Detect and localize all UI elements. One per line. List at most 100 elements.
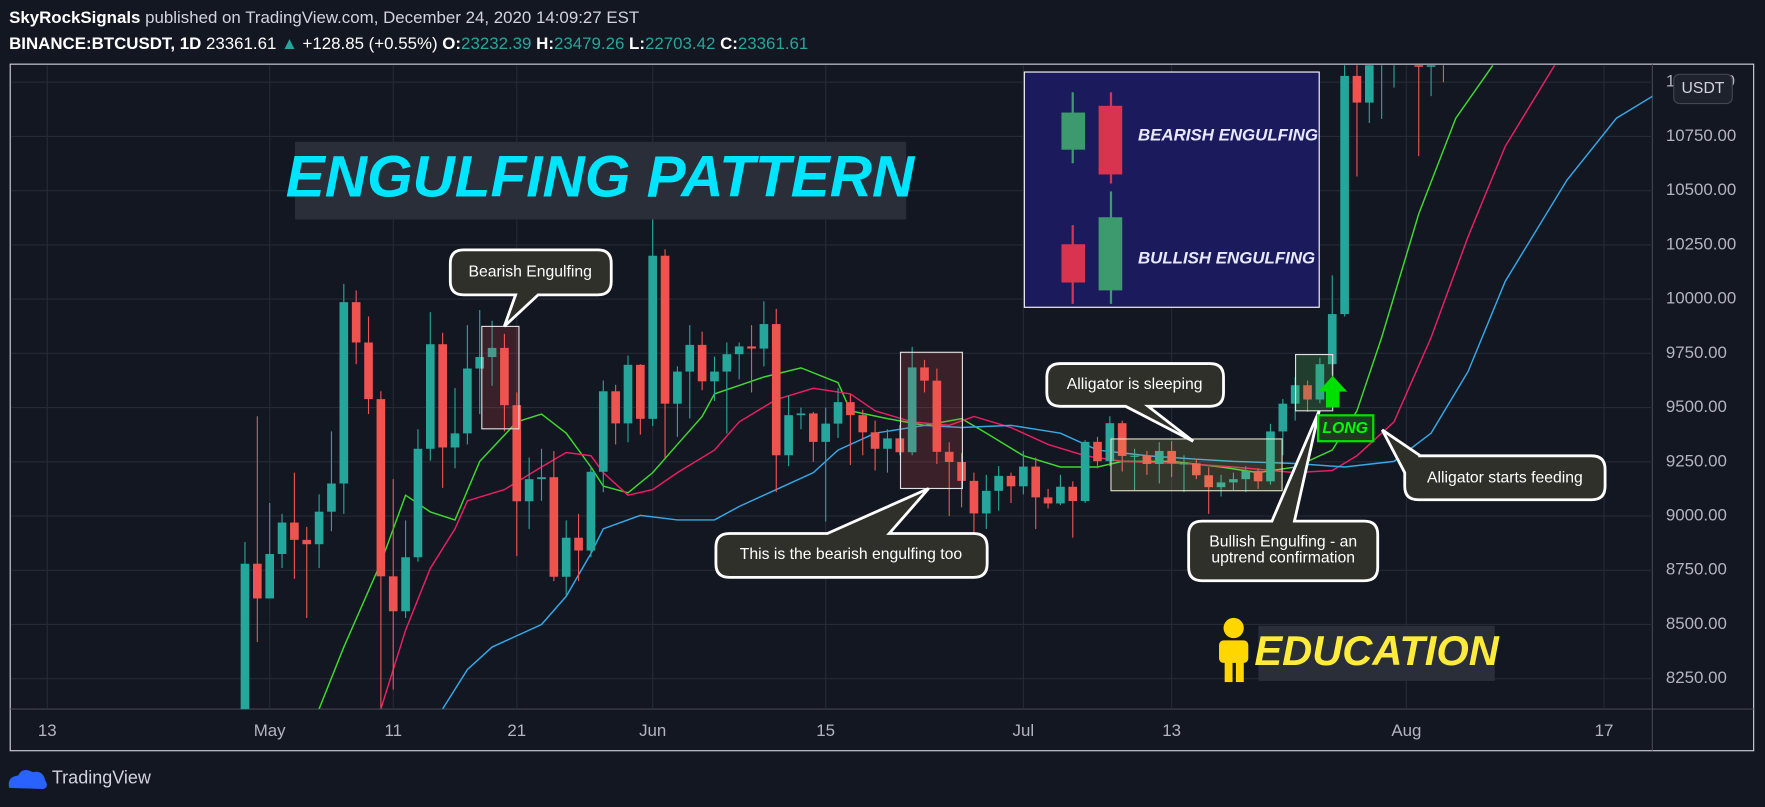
change-arrow: ▲	[281, 34, 298, 53]
x-tick-label: 17	[1595, 721, 1614, 740]
y-tick-label: 8250.00	[1666, 668, 1727, 687]
callout-box	[1045, 362, 1225, 443]
icon-head	[1223, 617, 1244, 639]
callout-box	[1380, 428, 1607, 502]
high-label: H:	[536, 34, 554, 53]
candle-body	[1154, 450, 1164, 464]
icon-body	[1219, 640, 1249, 663]
candle-body	[846, 402, 855, 416]
y-tick-label: 8750.00	[1666, 560, 1727, 579]
open-label: O:	[442, 34, 461, 53]
candle-body	[1303, 385, 1312, 400]
candle-body	[302, 539, 312, 545]
y-tick-label: 9500.00	[1666, 397, 1727, 416]
candle-body	[314, 511, 324, 545]
title-box	[294, 141, 907, 220]
callout: Bearish Engulfing	[448, 248, 613, 328]
candle-body	[722, 354, 732, 372]
y-tick-label: 9250.00	[1666, 451, 1727, 470]
y-tick-label: 9750.00	[1666, 343, 1727, 362]
candle-body	[1093, 441, 1102, 462]
candle-body	[944, 451, 954, 463]
candle-body	[1241, 470, 1251, 480]
callout-box	[714, 487, 989, 579]
x-tick-label: 21	[507, 721, 526, 740]
callout-text: This is the bearish engulfing too	[740, 546, 963, 563]
y-tick-label: 10750.00	[1666, 126, 1736, 145]
candle-body	[524, 479, 534, 502]
candle-body	[561, 537, 571, 577]
candle-body	[907, 367, 917, 453]
candle-body	[994, 475, 1003, 491]
callout-text: Bullish Engulfing - an uptrend confirmati…	[1209, 534, 1357, 567]
candle-body	[1315, 364, 1325, 400]
candle-body	[388, 576, 398, 612]
chart-title: ENGULFING PATTERN	[286, 145, 916, 210]
y-tick-label: 9000.00	[1666, 505, 1727, 524]
candle-body	[648, 255, 658, 419]
candle-body	[673, 371, 682, 404]
candle-body	[401, 557, 410, 612]
candle-body	[1426, 65, 1436, 67]
candle-body	[1117, 423, 1127, 456]
candle-body	[734, 346, 744, 355]
highlight	[481, 325, 520, 430]
callout: Bullish Engulfing - an uptrend confirmati…	[1187, 410, 1380, 583]
candle-body	[277, 522, 287, 554]
candle-body	[1019, 466, 1028, 487]
x-tick-label: 15	[816, 721, 835, 740]
candle-body	[438, 344, 447, 448]
header-line-2: BINANCE:BTCUSDT, 1D 23361.61 ▲ +128.85 (…	[9, 34, 808, 53]
y-tick-label: 8500.00	[1666, 614, 1727, 633]
candle-body	[537, 477, 546, 480]
x-tick-label: 13	[38, 721, 57, 740]
legend-item: BULLISH ENGULFING	[1138, 248, 1315, 267]
callout-box	[1187, 410, 1380, 583]
header-line-1: SkyRockSignals published on TradingView.…	[9, 9, 639, 28]
candle-body	[487, 347, 497, 358]
callout-text: Bearish Engulfing	[468, 264, 591, 281]
candle-body	[1192, 463, 1201, 476]
alligator-line	[380, 65, 1556, 710]
published: published on TradingView.com, December 2…	[145, 9, 639, 28]
education-box	[1258, 625, 1495, 681]
author: SkyRockSignals	[9, 9, 140, 28]
candle-body	[895, 438, 905, 453]
candle-body	[1031, 466, 1041, 498]
x-tick-label: May	[254, 721, 286, 740]
brand: TradingView	[52, 768, 152, 788]
long-arrow	[1318, 375, 1348, 408]
callout-line: uptrend confirmation	[1211, 549, 1355, 566]
candle-body	[339, 302, 349, 484]
icon-candle	[1061, 112, 1086, 150]
x-tick-label: Aug	[1391, 721, 1421, 740]
candle-body	[1056, 486, 1065, 504]
candle-body	[957, 462, 966, 481]
candle-body	[1179, 463, 1189, 465]
candle-body	[870, 432, 880, 449]
candle-body	[463, 368, 472, 434]
candle-body	[1105, 423, 1115, 462]
candle-body	[858, 415, 868, 433]
candle-body	[1204, 475, 1214, 488]
candle-body	[636, 364, 645, 419]
x-tick-label: 11	[384, 721, 402, 740]
education-label: EDUCATION	[1254, 627, 1499, 674]
candle-body	[1216, 482, 1226, 488]
alligator-line	[442, 95, 1653, 710]
icon-leg	[1224, 659, 1233, 683]
y-tick-label: 10000.00	[1666, 289, 1736, 308]
candle-body	[586, 471, 596, 551]
candle-body	[969, 480, 979, 514]
logo-cloud	[8, 769, 47, 789]
x-tick-label: Jul	[1013, 721, 1035, 740]
candle-body	[425, 344, 435, 449]
candle-body	[771, 324, 781, 456]
candle-body	[1278, 403, 1288, 432]
education-icon	[1219, 617, 1249, 683]
candle-body	[981, 490, 991, 514]
symbol: BINANCE:BTCUSDT, 1D	[9, 34, 201, 53]
candle-body	[1352, 75, 1362, 103]
high: 23479.26	[554, 34, 624, 53]
